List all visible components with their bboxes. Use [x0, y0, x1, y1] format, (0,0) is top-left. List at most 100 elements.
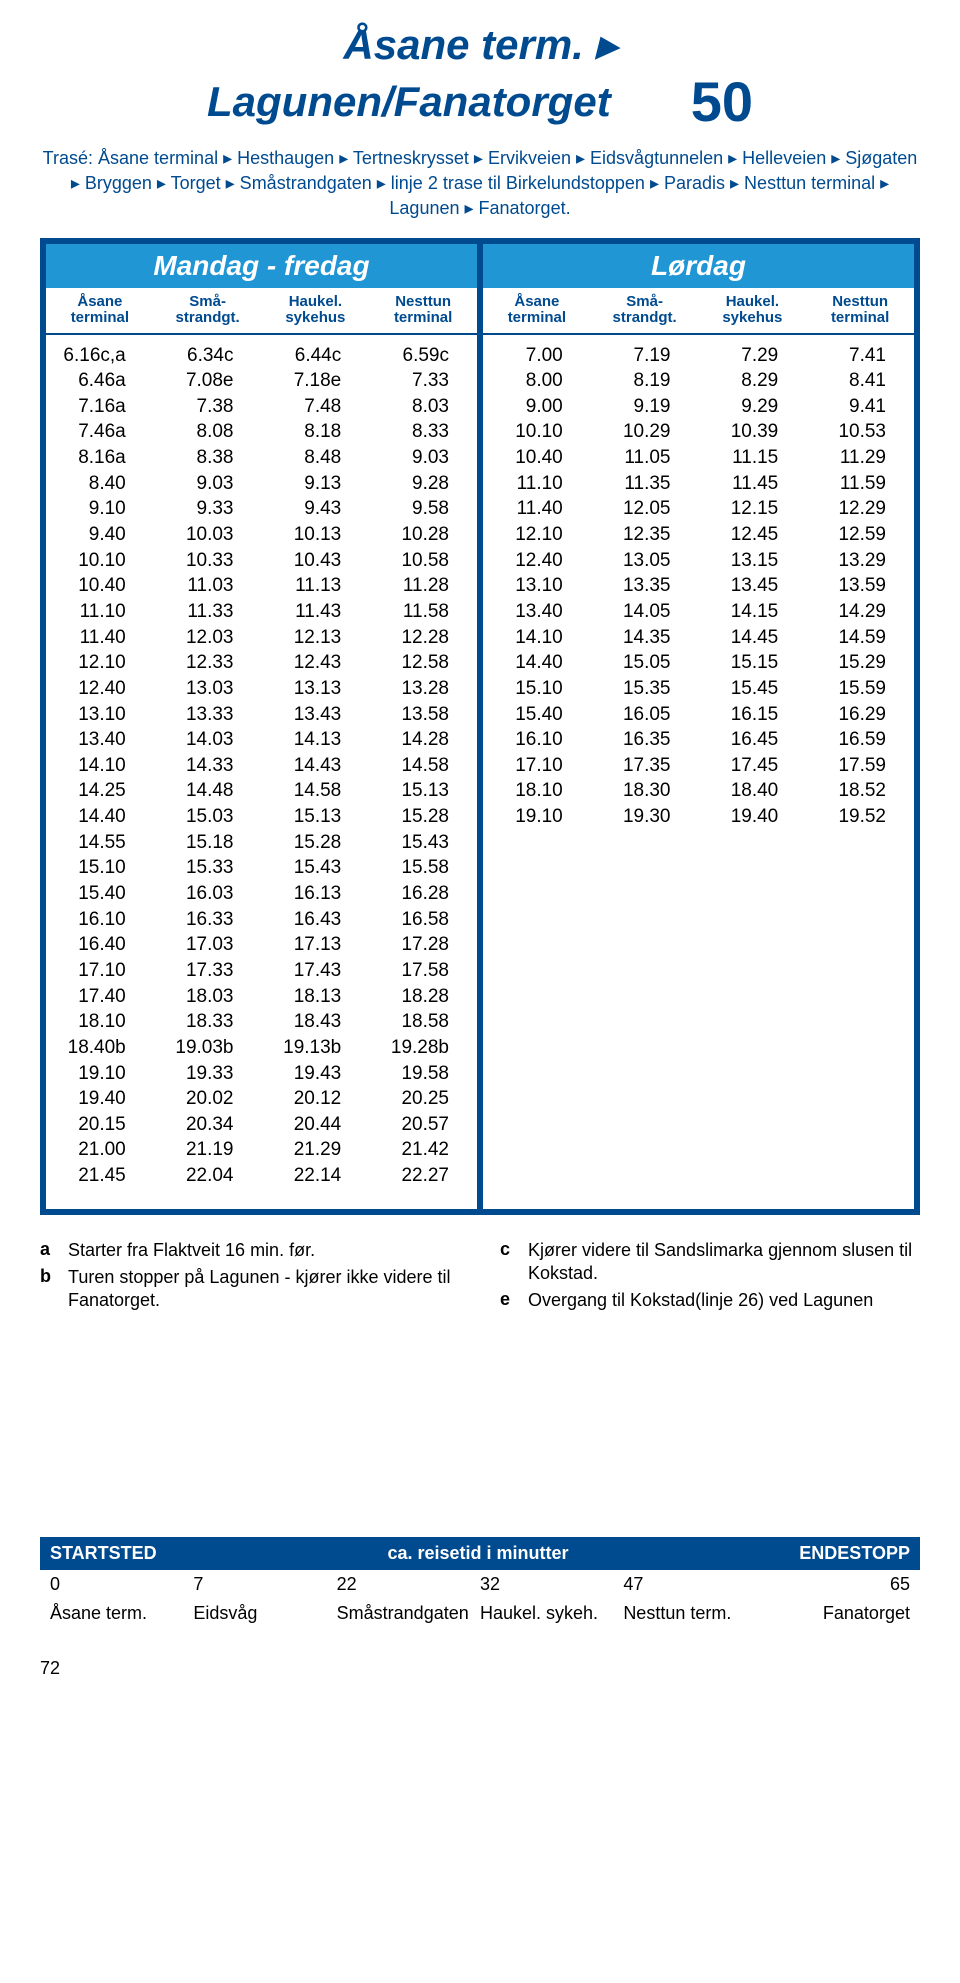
time-cell: 13.58	[369, 702, 477, 728]
table-row: 9.009.199.299.41	[483, 394, 914, 420]
table-row: 12.4013.0513.1513.29	[483, 548, 914, 574]
table-row: 15.1015.3515.4515.59	[483, 676, 914, 702]
table-row: 9.109.339.439.58	[46, 496, 477, 522]
time-cell: 16.05	[591, 702, 699, 728]
time-cell: 17.40	[46, 984, 154, 1010]
column-header: Haukel.sykehus	[699, 294, 807, 327]
time-cell: 17.59	[806, 753, 914, 779]
route-title-2: Lagunen/Fanatorget	[207, 78, 611, 126]
table-row: 17.4018.0318.1318.28	[46, 984, 477, 1010]
time-cell: 8.00	[483, 368, 591, 394]
time-cell: 14.48	[154, 778, 262, 804]
time-cell: 16.28	[369, 881, 477, 907]
time-cell: 14.15	[699, 599, 807, 625]
time-cell: 14.40	[46, 804, 154, 830]
time-cell: 12.33	[154, 650, 262, 676]
time-cell: 18.52	[806, 778, 914, 804]
time-cell: 20.15	[46, 1112, 154, 1138]
table-row: 14.2514.4814.5815.13	[46, 778, 477, 804]
table-row: 12.4013.0313.1313.28	[46, 676, 477, 702]
time-cell: 13.59	[806, 573, 914, 599]
time-cell: 8.16a	[46, 445, 154, 471]
footer-stops-row: Åsane term.EidsvågSmåstrandgatenHaukel. …	[40, 1599, 920, 1628]
footnote-text: Overgang til Kokstad(linje 26) ved Lagun…	[528, 1289, 873, 1312]
time-cell: 11.40	[483, 496, 591, 522]
table-row: 9.4010.0310.1310.28	[46, 522, 477, 548]
time-cell: 12.59	[806, 522, 914, 548]
time-cell: 8.29	[699, 368, 807, 394]
time-cell: 13.28	[369, 676, 477, 702]
time-cell: 22.27	[369, 1163, 477, 1189]
time-cell: 11.59	[806, 471, 914, 497]
table-row: 11.1011.3311.4311.58	[46, 599, 477, 625]
table-row: 14.5515.1815.2815.43	[46, 830, 477, 856]
time-cell: 16.59	[806, 727, 914, 753]
time-cell: 11.35	[591, 471, 699, 497]
time-cell: 15.28	[369, 804, 477, 830]
time-cell: 9.43	[262, 496, 370, 522]
time-cell: 14.35	[591, 625, 699, 651]
time-cell: 21.19	[154, 1137, 262, 1163]
time-cell: 17.35	[591, 753, 699, 779]
time-cell: 13.10	[46, 702, 154, 728]
footer-minute: 0	[50, 1574, 193, 1595]
time-cell: 12.29	[806, 496, 914, 522]
table-row: 19.1019.3319.4319.58	[46, 1061, 477, 1087]
time-cell: 18.33	[154, 1009, 262, 1035]
time-cell: 14.45	[699, 625, 807, 651]
time-cell: 19.33	[154, 1061, 262, 1087]
time-cell: 14.58	[262, 778, 370, 804]
table-row: 18.1018.3318.4318.58	[46, 1009, 477, 1035]
time-cell: 10.28	[369, 522, 477, 548]
time-cell: 7.16a	[46, 394, 154, 420]
time-cell: 15.58	[369, 855, 477, 881]
route-number: 50	[691, 69, 753, 134]
time-cell: 11.45	[699, 471, 807, 497]
time-cell: 12.10	[483, 522, 591, 548]
time-cell: 18.03	[154, 984, 262, 1010]
table-row: 15.4016.0516.1516.29	[483, 702, 914, 728]
time-cell: 15.03	[154, 804, 262, 830]
time-cell: 16.45	[699, 727, 807, 753]
timetable: Mandag - fredag Lørdag ÅsaneterminalSmå-…	[40, 238, 920, 1215]
column-header: Små-strandgt.	[591, 294, 699, 327]
time-cell: 8.38	[154, 445, 262, 471]
route-title-1: Åsane term. ▸	[343, 20, 616, 69]
table-row: 10.1010.2910.3910.53	[483, 419, 914, 445]
time-cell: 19.58	[369, 1061, 477, 1087]
time-cell: 12.58	[369, 650, 477, 676]
time-cell: 19.40	[699, 804, 807, 830]
time-cell: 18.30	[591, 778, 699, 804]
table-row: 11.4012.0312.1312.28	[46, 625, 477, 651]
day-header-weekday: Mandag - fredag	[46, 238, 480, 288]
time-cell: 6.34c	[154, 343, 262, 369]
table-row: 16.4017.0317.1317.28	[46, 932, 477, 958]
time-cell: 12.15	[699, 496, 807, 522]
time-cell: 13.15	[699, 548, 807, 574]
time-cell: 13.03	[154, 676, 262, 702]
table-row: 16.1016.3516.4516.59	[483, 727, 914, 753]
footer-end-label: ENDESTOPP	[799, 1543, 910, 1564]
footnote-item: eOvergang til Kokstad(linje 26) ved Lagu…	[500, 1289, 920, 1312]
time-cell: 20.34	[154, 1112, 262, 1138]
time-cell: 13.35	[591, 573, 699, 599]
time-cell: 9.28	[369, 471, 477, 497]
footer-minute: 22	[337, 1574, 480, 1595]
time-cell: 11.05	[591, 445, 699, 471]
time-cell: 7.18e	[262, 368, 370, 394]
table-row: 13.1013.3313.4313.58	[46, 702, 477, 728]
table-row: 8.16a8.388.489.03	[46, 445, 477, 471]
table-row: 15.1015.3315.4315.58	[46, 855, 477, 881]
time-cell: 15.43	[262, 855, 370, 881]
time-cell: 6.59c	[369, 343, 477, 369]
day-header-saturday: Lørdag	[480, 238, 914, 288]
table-row: 16.1016.3316.4316.58	[46, 907, 477, 933]
time-cell: 9.41	[806, 394, 914, 420]
table-row: 17.1017.3317.4317.58	[46, 958, 477, 984]
time-cell: 15.33	[154, 855, 262, 881]
time-cell: 11.13	[262, 573, 370, 599]
time-cell: 18.40b	[46, 1035, 154, 1061]
time-cell: 9.03	[369, 445, 477, 471]
time-cell: 14.40	[483, 650, 591, 676]
time-cell: 17.13	[262, 932, 370, 958]
